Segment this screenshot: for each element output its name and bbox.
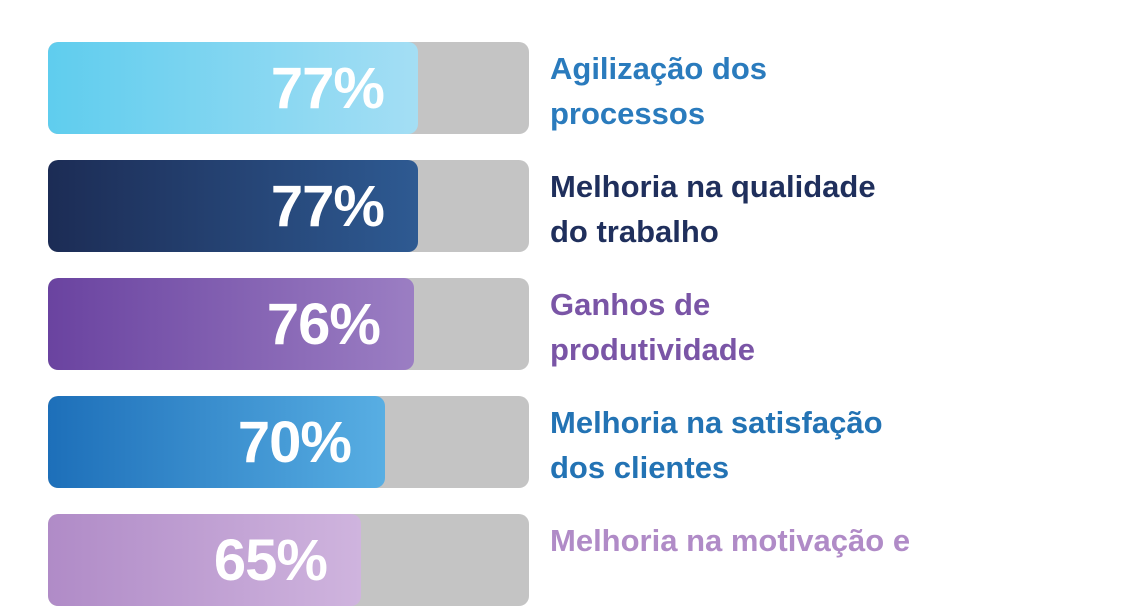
bar-category-label-line: produtividade xyxy=(550,332,755,367)
bar-value-label: 76% xyxy=(266,292,381,357)
bar-track: 77% xyxy=(48,42,529,134)
bar-category-label: Melhoria na motivação e xyxy=(550,518,970,608)
bar-value-label: 65% xyxy=(213,528,328,593)
bar-track: 65% xyxy=(48,514,529,606)
bar-value-label: 77% xyxy=(270,174,385,239)
bar-row: 77% Melhoria na qualidade do trabalho xyxy=(48,160,1140,252)
bar-chart: 77% Agilização dos processos 77% Melhoria na… xyxy=(48,42,1140,606)
bar-category-label-line: Melhoria na qualidade xyxy=(550,169,876,204)
bar-track: 77% xyxy=(48,160,529,252)
bar-row: 77% Agilização dos processos xyxy=(48,42,1140,134)
bar-row: 70% Melhoria na satisfação dos clientes xyxy=(48,396,1140,488)
bar-category-label-line: Ganhos de xyxy=(550,287,711,322)
bar-category-label-line: Melhoria na satisfação xyxy=(550,405,883,440)
bar-category-label-line: Agilização dos xyxy=(550,51,768,86)
bar-category-label-line: do trabalho xyxy=(550,214,719,249)
bar-category-label: Ganhos de produtividade xyxy=(550,282,970,372)
bar-row: 65% Melhoria na motivação e xyxy=(48,514,1140,606)
bar-track: 76% xyxy=(48,278,529,370)
bar-category-label: Melhoria na satisfação dos clientes xyxy=(550,400,970,490)
bar xyxy=(48,278,414,370)
bar-value-label: 70% xyxy=(237,410,352,475)
bar-category-label-line: processos xyxy=(550,96,706,131)
bar xyxy=(48,396,385,488)
bar-row: 76% Ganhos de produtividade xyxy=(48,278,1140,370)
bar-category-label-line: dos clientes xyxy=(550,450,730,485)
bar xyxy=(48,160,418,252)
bar-track: 70% xyxy=(48,396,529,488)
bar-category-label: Agilização dos processos xyxy=(550,46,970,136)
bar-category-label: Melhoria na qualidade do trabalho xyxy=(550,164,970,254)
bar-value-label: 77% xyxy=(270,56,385,121)
bar xyxy=(48,42,418,134)
bar-category-label-line: Melhoria na motivação e xyxy=(550,523,911,558)
bar-category-label-line xyxy=(550,563,970,608)
